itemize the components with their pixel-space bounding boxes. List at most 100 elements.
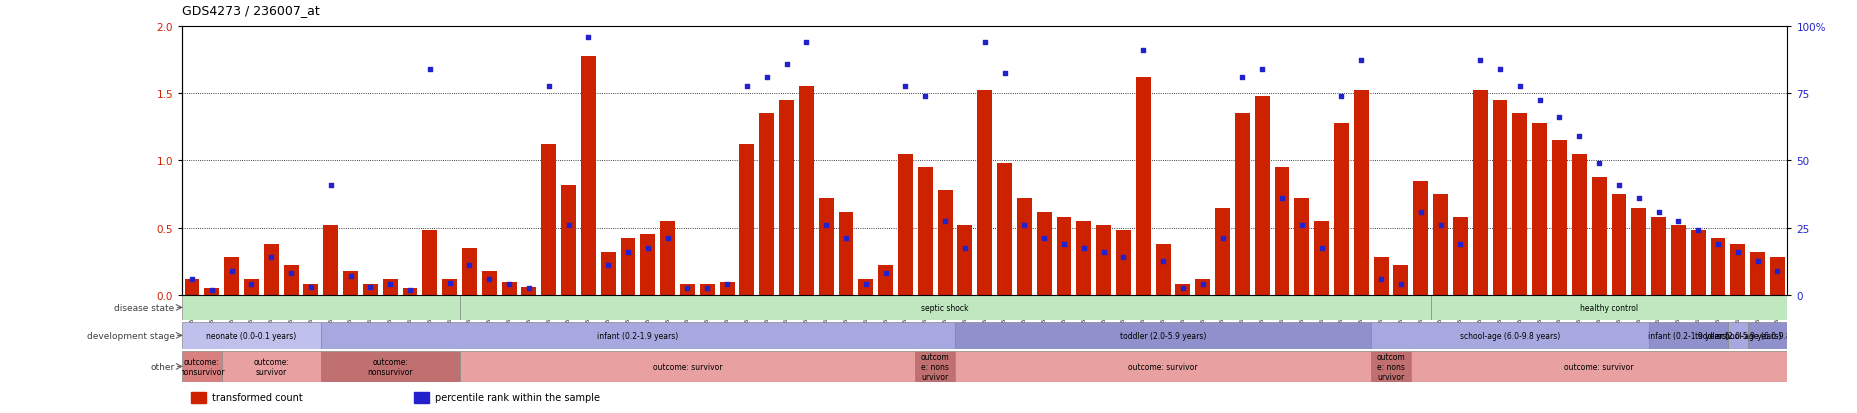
- Bar: [501, 282, 516, 295]
- Point: [1484, 66, 1513, 73]
- Point: [1643, 209, 1673, 216]
- Bar: [182, 295, 459, 320]
- Bar: [362, 285, 377, 295]
- Point: [1385, 281, 1415, 288]
- Point: [1266, 195, 1296, 202]
- Text: infant (0.2-1.9 years): infant (0.2-1.9 years): [596, 331, 678, 340]
- Bar: [1452, 217, 1467, 295]
- Bar: [522, 287, 537, 295]
- Text: outcome:
survivor: outcome: survivor: [253, 357, 290, 376]
- Point: [990, 71, 1019, 77]
- Bar: [442, 279, 457, 295]
- Bar: [1430, 295, 1786, 320]
- Bar: [917, 168, 932, 295]
- Bar: [1057, 217, 1071, 295]
- Bar: [1155, 244, 1170, 295]
- Point: [1623, 195, 1653, 202]
- Text: other: other: [150, 362, 175, 371]
- Point: [474, 276, 503, 282]
- Bar: [799, 87, 813, 295]
- Bar: [997, 164, 1012, 295]
- Text: infant (0.2-1.9 years): infant (0.2-1.9 years): [1647, 331, 1729, 340]
- Point: [1445, 241, 1474, 248]
- Point: [771, 61, 800, 68]
- Point: [375, 281, 405, 288]
- Bar: [1747, 322, 1786, 349]
- Bar: [1729, 244, 1744, 295]
- Point: [217, 268, 247, 275]
- Bar: [204, 289, 219, 295]
- Point: [1049, 241, 1079, 248]
- Bar: [956, 225, 971, 295]
- Point: [256, 254, 286, 261]
- Point: [553, 222, 583, 229]
- Text: toddler (2.0-5.9 years): toddler (2.0-5.9 years): [1694, 331, 1781, 340]
- Bar: [459, 351, 916, 382]
- Bar: [1651, 217, 1666, 295]
- Text: outcome: survivor: outcome: survivor: [1127, 362, 1198, 371]
- Bar: [1532, 123, 1547, 295]
- Bar: [641, 235, 656, 295]
- Bar: [182, 351, 221, 382]
- Bar: [1491, 101, 1506, 295]
- Point: [652, 235, 682, 242]
- Text: outcom
e: nons
urvivor: outcom e: nons urvivor: [1376, 352, 1404, 381]
- Bar: [680, 285, 695, 295]
- Point: [1029, 235, 1058, 242]
- Point: [1148, 259, 1177, 265]
- Point: [176, 276, 206, 282]
- Point: [871, 271, 901, 277]
- Bar: [344, 271, 358, 295]
- Text: development stage: development stage: [87, 331, 175, 340]
- Bar: [1749, 252, 1764, 295]
- Bar: [1512, 114, 1526, 295]
- Bar: [383, 279, 397, 295]
- Point: [355, 284, 384, 291]
- Bar: [264, 244, 279, 295]
- Point: [890, 84, 919, 90]
- Bar: [938, 190, 953, 295]
- Bar: [1690, 231, 1705, 295]
- Bar: [1370, 322, 1647, 349]
- Bar: [878, 266, 893, 295]
- Point: [455, 263, 485, 269]
- Bar: [1333, 123, 1348, 295]
- Point: [693, 285, 722, 292]
- Bar: [182, 322, 321, 349]
- Bar: [284, 266, 299, 295]
- Point: [1068, 245, 1097, 252]
- Text: percentile rank within the sample: percentile rank within the sample: [435, 392, 600, 403]
- Point: [949, 245, 979, 252]
- Bar: [1647, 322, 1727, 349]
- Point: [1406, 209, 1435, 216]
- Bar: [243, 279, 258, 295]
- Bar: [659, 221, 674, 295]
- Bar: [321, 351, 459, 382]
- Point: [236, 281, 266, 288]
- Bar: [1036, 212, 1051, 295]
- Bar: [540, 145, 555, 295]
- Point: [1088, 249, 1118, 256]
- Bar: [1372, 258, 1387, 295]
- Bar: [303, 285, 318, 295]
- Point: [1127, 47, 1157, 54]
- Text: school-age (6.0-9.8 years): school-age (6.0-9.8 years): [1716, 331, 1816, 340]
- Bar: [858, 279, 873, 295]
- Text: outcome: survivor: outcome: survivor: [652, 362, 722, 371]
- Point: [1603, 182, 1632, 188]
- Text: healthy control: healthy control: [1578, 303, 1638, 312]
- Point: [336, 273, 366, 280]
- Point: [514, 285, 544, 292]
- Bar: [1473, 91, 1487, 295]
- Bar: [897, 154, 912, 295]
- Bar: [916, 351, 954, 382]
- Bar: [581, 56, 596, 295]
- Bar: [700, 285, 715, 295]
- Point: [1703, 241, 1733, 248]
- Point: [316, 182, 345, 188]
- Point: [1365, 276, 1395, 282]
- Bar: [1727, 322, 1747, 349]
- Text: outcom
e: nons
urvivor: outcom e: nons urvivor: [921, 352, 949, 381]
- Point: [633, 245, 663, 252]
- Point: [1762, 268, 1792, 275]
